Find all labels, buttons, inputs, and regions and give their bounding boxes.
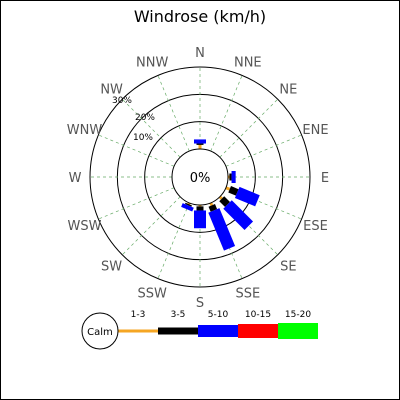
bar-s-1-3: [198, 205, 202, 207]
direction-labels: N NNE NE ENE E ESE SE SSE S SSW SW WSW W WNW NW NNW: [67, 46, 329, 311]
spoke-wnw: [98, 134, 175, 167]
legend-swatch-10-15: [238, 324, 278, 338]
bar-segment: [219, 196, 231, 208]
legend-swatch-1-3: [118, 329, 158, 333]
direction-label-ese: ESE: [303, 219, 328, 234]
legend-calm-label: Calm: [87, 327, 113, 338]
bar-ssw-3-5: [185, 202, 192, 207]
bar-segment: [208, 208, 236, 251]
direction-label-sw: SW: [101, 259, 122, 274]
direction-label-ne: NE: [279, 83, 297, 98]
bar-segment: [231, 171, 236, 183]
bar-s-3-5: [196, 206, 204, 211]
bar-segment: [208, 204, 218, 212]
bar-n-1-3: [198, 144, 202, 149]
spoke-nw: [121, 98, 181, 158]
direction-label-e: E: [321, 171, 329, 186]
spoke-ne: [219, 98, 279, 158]
direction-label-w: W: [69, 171, 82, 186]
spoke-nnw: [157, 75, 190, 152]
legend-label-10-15: 10-15: [245, 310, 271, 320]
legend-calm-circle: [81, 312, 119, 350]
legend-label-15-20: 15-20: [285, 310, 311, 320]
legend-label-3-5: 3-5: [171, 310, 186, 320]
bar-ese-3-5: [228, 186, 239, 196]
grid-ring-30: [89, 66, 311, 288]
bar-e-3-5: [229, 173, 232, 181]
bar-sse-3-5: [208, 204, 218, 212]
center-percent-label: 0%: [190, 171, 211, 186]
direction-label-sse: SSE: [235, 286, 260, 301]
spoke-nne: [210, 75, 243, 152]
legend-swatch-5-10: [198, 325, 238, 337]
bar-segment: [198, 144, 202, 149]
bar-se-1-3: [218, 195, 223, 200]
direction-label-s: S: [196, 296, 204, 311]
bar-n-5-10: [194, 139, 206, 144]
bar-segment: [229, 173, 232, 181]
spoke-sw: [121, 196, 181, 256]
bar-s-5-10: [194, 210, 206, 229]
bar-segment: [196, 143, 204, 145]
bar-ese-5-10: [234, 186, 260, 207]
calm-center-circle: [171, 148, 229, 206]
grid-ring-10: [144, 121, 256, 233]
ring-label-2: 30%: [112, 96, 132, 106]
legend: 1-3 3-5 5-10 10-15 15-20 Calm: [81, 310, 318, 350]
bar-segment: [196, 206, 204, 211]
direction-label-wnw: WNW: [67, 123, 103, 138]
spoke-ssw: [157, 202, 190, 279]
legend-swatch-3-5: [158, 327, 198, 335]
direction-label-ene: ENE: [302, 123, 328, 138]
bar-se-3-5: [219, 196, 231, 208]
direction-label-nne: NNE: [234, 56, 262, 71]
bar-e-5-10: [231, 171, 236, 183]
direction-label-ssw: SSW: [137, 286, 167, 301]
bar-segment: [185, 202, 192, 207]
bar-segment: [181, 203, 194, 212]
bar-se-5-10: [223, 200, 254, 231]
chart-title: Windrose (km/h): [134, 7, 266, 26]
bar-segment: [194, 210, 206, 229]
direction-label-nw: NW: [100, 83, 123, 98]
direction-label-se: SE: [280, 259, 296, 274]
bar-segment: [228, 186, 239, 196]
bar-sse-5-10: [208, 208, 236, 251]
ring-label-0: 10%: [133, 133, 153, 143]
legend-swatch-15-20: [278, 323, 318, 339]
bar-segment: [223, 200, 254, 231]
bar-segment: [218, 195, 223, 200]
ring-label-1: 20%: [135, 113, 155, 123]
spoke-ene: [225, 134, 302, 167]
wind-bars: [181, 139, 260, 251]
ring-labels: 10% 20%30%: [112, 96, 155, 143]
bar-segment: [198, 205, 202, 207]
bar-n-3-5: [196, 143, 204, 145]
legend-label-1-3: 1-3: [131, 310, 146, 320]
bar-segment: [234, 186, 260, 207]
direction-label-n: N: [195, 46, 205, 61]
spoke-wsw: [98, 187, 175, 220]
bar-ssw-5-10: [181, 203, 194, 212]
direction-label-wsw: WSW: [68, 219, 102, 234]
legend-label-5-10: 5-10: [208, 310, 229, 320]
bar-segment: [194, 139, 206, 144]
direction-label-nnw: NNW: [136, 56, 168, 71]
